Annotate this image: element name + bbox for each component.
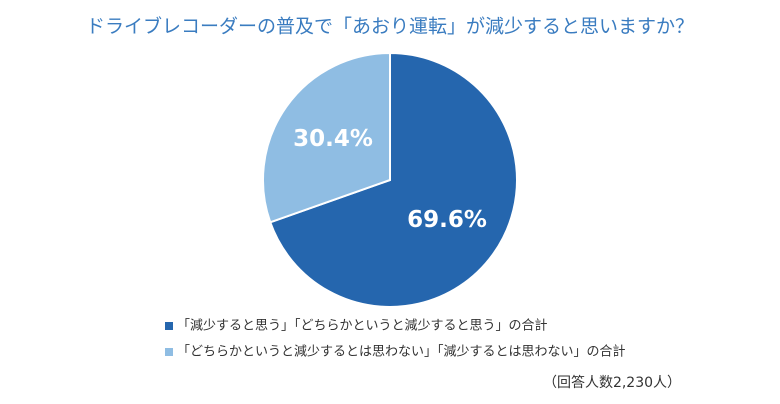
- legend-marker: [165, 348, 173, 356]
- pie-slice: [268, 51, 518, 308]
- chart-title: ドライブレコーダーの普及で「あおり運転」が減少すると思いますか？: [86, 15, 694, 38]
- pie-slice: [262, 51, 391, 224]
- value-label: 30.4%: [293, 126, 373, 152]
- legend-marker: [165, 322, 173, 330]
- legend-label: 「どちらかというと減少するとは思わない」「減少するとは思わない」の合計: [177, 344, 626, 360]
- value-label: 69.6%: [407, 207, 487, 233]
- note: （回答人数2,230人）: [543, 374, 681, 391]
- legend-label: 「減少すると思う」「どちらかというと減少すると思う」の合計: [177, 318, 548, 334]
